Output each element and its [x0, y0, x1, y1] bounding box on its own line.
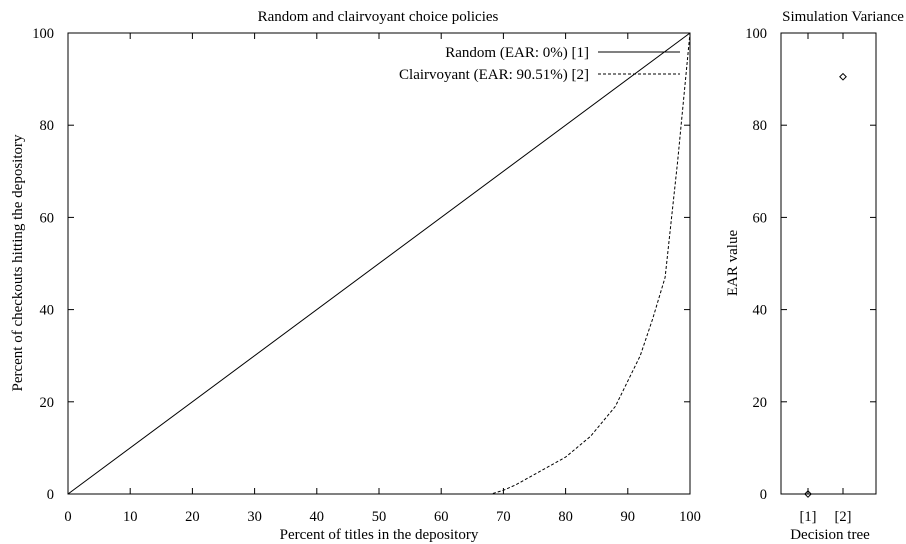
line-chart-y-label: Percent of checkouts hitting the deposit…	[10, 134, 26, 392]
line-chart-legend: Random (EAR: 0%) [1] Clairvoyant (EAR: 9…	[399, 45, 680, 83]
scatter-point-1	[804, 490, 812, 498]
line-chart-x-label: Percent of titles in the depository	[280, 527, 479, 543]
line-chart-x-ticks: 0 10 20 30 40 50 60 70 80 90 100	[64, 33, 701, 525]
y-tick-label: 40	[753, 303, 768, 319]
y-tick-label: 20	[753, 395, 768, 411]
line-chart-series	[67, 32, 691, 495]
x-tick-label: 30	[247, 509, 262, 525]
x-tick-label: [1]	[800, 509, 817, 525]
y-tick-label: 0	[47, 487, 54, 503]
scatter-chart-title: Simulation Variance	[782, 9, 904, 25]
y-tick-label: 60	[40, 210, 55, 226]
series-line-1	[67, 32, 691, 495]
y-tick-label: 80	[753, 118, 768, 134]
scatter-chart-points	[804, 72, 847, 498]
y-tick-label: 0	[760, 487, 767, 503]
x-tick-label: 90	[621, 509, 636, 525]
scatter-chart-y-ticks: 0 20 40 60 80 100	[745, 26, 876, 503]
legend-label-clairvoyant: Clairvoyant (EAR: 90.51%) [2]	[399, 67, 589, 83]
y-tick-label: 100	[32, 26, 54, 42]
x-tick-label: 70	[496, 509, 511, 525]
y-tick-label: 80	[40, 118, 55, 134]
x-tick-label: 40	[310, 509, 325, 525]
y-tick-label: 100	[745, 26, 767, 42]
x-tick-label: 10	[123, 509, 138, 525]
x-tick-label: 0	[64, 509, 71, 525]
series-line-2	[68, 32, 691, 495]
scatter-chart-x-label: Decision tree	[790, 527, 870, 543]
scatter-chart-x-ticks: [1] [2]	[800, 33, 852, 525]
x-tick-label: [2]	[835, 509, 852, 525]
scatter-chart-plot-frame	[780, 32, 877, 495]
line-chart-y-ticks: 0 20 40 60 80 100	[32, 26, 690, 503]
y-tick-label: 60	[753, 210, 768, 226]
legend-label-random: Random (EAR: 0%) [1]	[445, 45, 589, 61]
line-chart: Random and clairvoyant choice policies 0…	[10, 9, 701, 543]
scatter-chart-y-label: EAR value	[725, 230, 741, 297]
x-tick-label: 20	[185, 509, 200, 525]
x-tick-label: 80	[558, 509, 573, 525]
y-tick-label: 20	[40, 395, 55, 411]
line-chart-title: Random and clairvoyant choice policies	[258, 9, 499, 25]
x-tick-label: 100	[679, 509, 701, 525]
y-tick-label: 40	[40, 303, 55, 319]
scatter-point-2	[839, 72, 847, 81]
x-tick-label: 50	[372, 509, 387, 525]
x-tick-label: 60	[434, 509, 449, 525]
